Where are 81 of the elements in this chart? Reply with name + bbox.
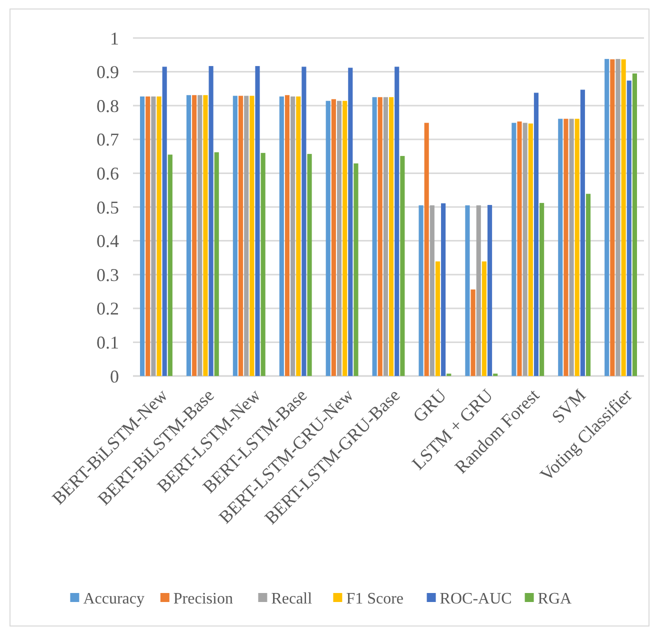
y-tick-label: 1 xyxy=(110,28,119,48)
bar xyxy=(238,96,244,376)
bar xyxy=(284,95,290,376)
bar xyxy=(586,194,591,376)
bar xyxy=(140,96,145,376)
legend-label: F1 Score xyxy=(346,590,404,608)
bar xyxy=(394,66,400,376)
bar xyxy=(621,59,626,376)
bar xyxy=(418,205,424,376)
bar xyxy=(569,118,574,376)
bar xyxy=(580,90,585,376)
bar xyxy=(331,99,336,376)
y-tick-label: 0.1 xyxy=(96,332,119,352)
y-tick-label: 0.4 xyxy=(96,231,119,252)
bar xyxy=(517,121,522,376)
bar xyxy=(290,96,296,376)
bar xyxy=(279,96,284,376)
legend-label: Accuracy xyxy=(83,590,144,608)
bar xyxy=(192,95,197,376)
bar xyxy=(250,96,254,376)
bar xyxy=(203,95,208,376)
y-tick-label: 0.6 xyxy=(96,164,119,184)
bar xyxy=(255,66,260,376)
bar xyxy=(441,203,446,376)
bar xyxy=(260,152,266,376)
bar xyxy=(326,100,330,376)
bar xyxy=(156,96,162,376)
y-tick-label: 0.3 xyxy=(96,264,119,285)
legend-label: RGA xyxy=(538,590,572,608)
bar xyxy=(512,122,516,376)
bar xyxy=(564,118,568,376)
bar xyxy=(168,154,172,376)
bar xyxy=(383,97,388,376)
bar xyxy=(632,73,637,376)
bar xyxy=(430,205,434,376)
bar xyxy=(626,80,632,376)
bar xyxy=(151,96,156,376)
bar xyxy=(378,97,382,376)
bar xyxy=(574,118,580,376)
bar xyxy=(470,289,476,376)
bar xyxy=(465,205,470,376)
bar xyxy=(540,202,544,376)
y-tick-label: 0.5 xyxy=(96,197,119,218)
bar xyxy=(534,92,539,376)
bar xyxy=(604,58,610,376)
bar xyxy=(162,66,167,376)
bar xyxy=(146,96,150,376)
bar xyxy=(389,97,394,376)
bar xyxy=(342,100,348,376)
y-tick-label: 0 xyxy=(110,366,119,386)
bar xyxy=(307,154,312,376)
y-tick-label: 0.7 xyxy=(96,130,119,150)
bar xyxy=(232,96,238,376)
bar xyxy=(522,122,528,376)
legend-label: Recall xyxy=(271,590,313,608)
bar xyxy=(616,58,620,376)
bar xyxy=(186,95,192,376)
y-tick-label: 0.8 xyxy=(96,96,119,116)
bar xyxy=(348,68,353,376)
bar xyxy=(198,95,202,376)
legend-label: ROC-AUC xyxy=(440,590,512,608)
bar xyxy=(528,124,533,376)
bar xyxy=(214,152,219,376)
bar xyxy=(487,204,492,376)
bar xyxy=(476,205,481,376)
bar xyxy=(424,122,429,376)
bar xyxy=(208,66,214,376)
legend-label: Precision xyxy=(173,590,233,608)
bar xyxy=(372,97,377,376)
bar xyxy=(610,59,615,376)
bar xyxy=(354,163,358,376)
bar xyxy=(296,96,301,376)
bar xyxy=(435,261,440,376)
bar xyxy=(558,118,563,376)
bar xyxy=(302,66,306,376)
bar xyxy=(336,100,342,376)
y-tick-label: 0.2 xyxy=(96,298,119,319)
bar xyxy=(482,261,486,376)
bar xyxy=(400,156,405,376)
bar xyxy=(244,96,249,376)
y-tick-label: 0.9 xyxy=(96,62,119,82)
